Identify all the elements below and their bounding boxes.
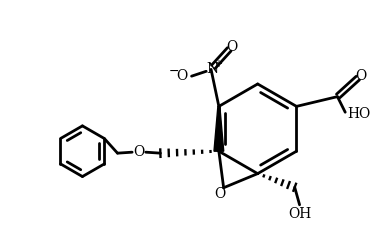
Text: O: O (226, 40, 237, 54)
Text: +: + (214, 60, 222, 69)
Text: O: O (133, 145, 145, 159)
Text: −: − (169, 65, 179, 78)
Polygon shape (214, 106, 224, 151)
Text: O: O (214, 188, 225, 202)
Text: O: O (176, 69, 187, 83)
Text: OH: OH (288, 207, 311, 220)
Text: N: N (206, 62, 218, 76)
Text: O: O (355, 69, 366, 83)
Text: HO: HO (347, 107, 371, 121)
